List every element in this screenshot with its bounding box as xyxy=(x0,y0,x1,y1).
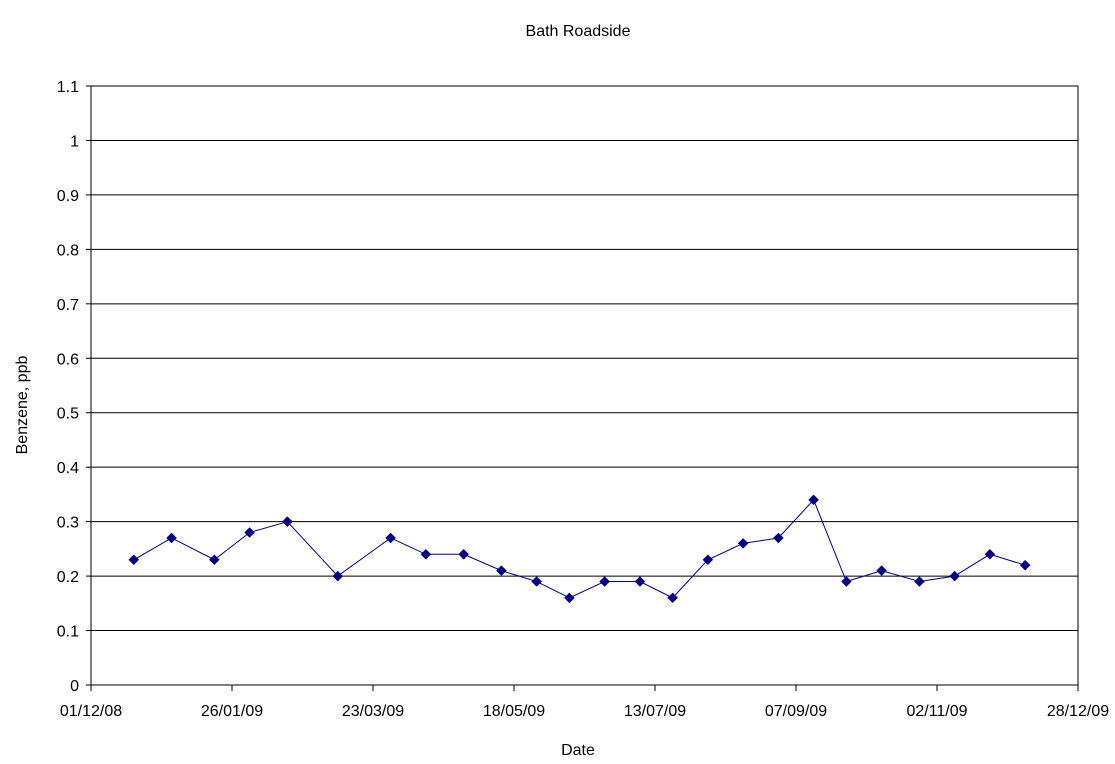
y-tick-label: 0.6 xyxy=(57,351,79,368)
y-tick-label: 0.3 xyxy=(57,515,79,532)
data-point xyxy=(244,527,255,538)
x-tick-label: 02/11/09 xyxy=(906,703,967,720)
y-tick-label: 0.4 xyxy=(57,460,79,477)
data-point xyxy=(737,538,749,549)
data-point xyxy=(128,554,140,566)
data-point xyxy=(1019,559,1031,571)
data-point xyxy=(458,548,469,560)
data-point xyxy=(702,554,714,566)
y-tick-label: 0.8 xyxy=(57,242,79,259)
y-tick-label: 0.7 xyxy=(57,297,79,314)
data-point xyxy=(634,576,646,587)
x-tick-label: 18/05/09 xyxy=(483,703,545,720)
x-tick-label: 01/12/08 xyxy=(60,703,122,720)
chart-title: Bath Roadside xyxy=(526,23,631,40)
y-tick-label: 1 xyxy=(70,133,79,150)
y-tick-labels: 0 0.1 0.2 0.3 0.4 0.5 0.6 0.7 0.8 0.9 1 1.1 xyxy=(57,79,79,695)
data-point xyxy=(876,565,887,576)
x-tick-label: 26/01/09 xyxy=(201,703,263,720)
data-point xyxy=(420,548,432,560)
series-benzene xyxy=(128,494,1031,604)
data-point xyxy=(209,554,220,566)
data-point xyxy=(332,570,344,582)
data-point xyxy=(773,532,784,544)
y-tick-label: 0.1 xyxy=(57,624,79,641)
x-tick-labels: 01/12/08 26/01/09 23/03/09 18/05/09 13/07/09… xyxy=(60,703,1109,720)
y-tick-label: 0.9 xyxy=(57,188,79,205)
x-tick-label: 07/09/09 xyxy=(765,703,827,720)
y-tick-label: 0.5 xyxy=(57,406,79,423)
plot-area-border xyxy=(90,85,1079,686)
x-tick-label: 23/03/09 xyxy=(342,703,404,720)
x-tick-label: 13/07/09 xyxy=(624,703,686,720)
data-point xyxy=(949,570,960,582)
data-point xyxy=(385,532,396,544)
data-point xyxy=(531,576,543,587)
data-point xyxy=(841,576,852,587)
data-point xyxy=(984,548,996,560)
data-point xyxy=(496,565,507,576)
x-tick-label: 28/12/09 xyxy=(1047,703,1109,720)
data-point xyxy=(599,576,610,587)
axes xyxy=(86,85,1079,691)
series-line xyxy=(133,498,1026,599)
data-point xyxy=(166,532,177,544)
data-point xyxy=(914,576,925,587)
data-point xyxy=(667,592,678,604)
data-point xyxy=(282,516,293,527)
grid-lines xyxy=(91,85,1078,632)
data-point xyxy=(564,592,575,604)
y-tick-label: 1.1 xyxy=(57,79,79,96)
y-axis-label: Benzene, ppb xyxy=(14,356,31,455)
y-tick-label: 0.2 xyxy=(57,569,79,586)
data-point xyxy=(808,494,819,506)
y-tick-label: 0 xyxy=(70,678,79,695)
x-axis-label: Date xyxy=(561,742,595,759)
